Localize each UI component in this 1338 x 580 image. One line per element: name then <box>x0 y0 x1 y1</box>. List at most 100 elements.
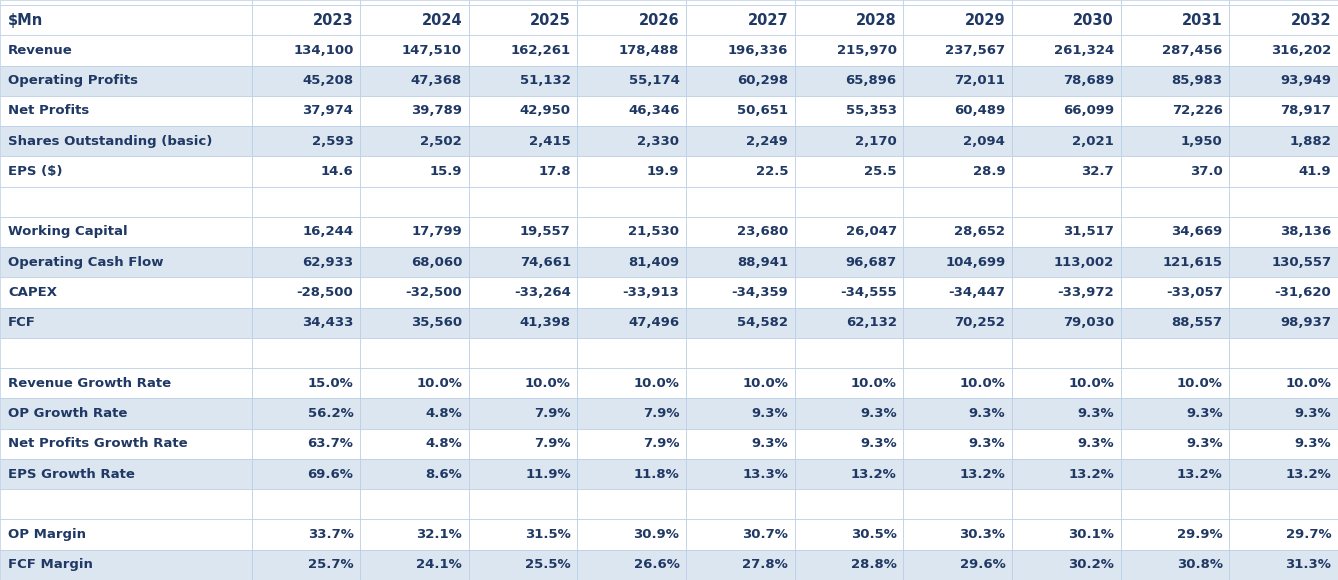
Bar <box>360 550 468 580</box>
Text: 55,353: 55,353 <box>846 104 896 117</box>
Bar <box>1230 0 1338 5</box>
Bar <box>252 5 360 35</box>
Bar <box>903 217 1012 247</box>
Text: 96,687: 96,687 <box>846 256 896 269</box>
Text: 13.2%: 13.2% <box>1286 467 1331 481</box>
Text: 7.9%: 7.9% <box>644 437 680 450</box>
Text: 54,582: 54,582 <box>737 316 788 329</box>
Bar <box>1012 126 1121 157</box>
Bar <box>1230 277 1338 307</box>
Bar <box>795 0 903 5</box>
Text: 79,030: 79,030 <box>1062 316 1115 329</box>
Text: -34,447: -34,447 <box>949 286 1005 299</box>
Bar <box>252 96 360 126</box>
Bar <box>252 0 360 5</box>
Bar <box>0 459 252 489</box>
Text: 16,244: 16,244 <box>302 226 353 238</box>
Text: 9.3%: 9.3% <box>1185 437 1223 450</box>
Bar <box>686 398 795 429</box>
Bar <box>795 277 903 307</box>
Text: 13.2%: 13.2% <box>1177 467 1223 481</box>
Text: 2032: 2032 <box>1291 13 1331 28</box>
Text: Net Profits: Net Profits <box>8 104 90 117</box>
Bar <box>1012 489 1121 520</box>
Bar <box>1121 187 1230 217</box>
Bar <box>468 35 578 66</box>
Text: 62,933: 62,933 <box>302 256 353 269</box>
Bar <box>1121 307 1230 338</box>
Bar <box>1121 368 1230 398</box>
Bar <box>468 277 578 307</box>
Bar <box>360 0 468 5</box>
Text: 78,917: 78,917 <box>1280 104 1331 117</box>
Bar <box>0 157 252 187</box>
Text: 2028: 2028 <box>856 13 896 28</box>
Bar <box>1121 429 1230 459</box>
Bar <box>1121 96 1230 126</box>
Bar <box>468 398 578 429</box>
Text: 25.5: 25.5 <box>864 165 896 178</box>
Bar <box>360 217 468 247</box>
Bar <box>686 157 795 187</box>
Text: 32.7: 32.7 <box>1081 165 1115 178</box>
Bar <box>1121 35 1230 66</box>
Bar <box>252 429 360 459</box>
Bar <box>0 368 252 398</box>
Bar <box>686 5 795 35</box>
Bar <box>903 5 1012 35</box>
Bar <box>0 489 252 520</box>
Text: 28.8%: 28.8% <box>851 559 896 571</box>
Text: 10.0%: 10.0% <box>743 377 788 390</box>
Text: 17.8: 17.8 <box>538 165 571 178</box>
Bar <box>1230 66 1338 96</box>
Text: 14.6: 14.6 <box>321 165 353 178</box>
Text: -33,264: -33,264 <box>514 286 571 299</box>
Text: 2031: 2031 <box>1181 13 1223 28</box>
Bar <box>360 187 468 217</box>
Bar <box>686 247 795 277</box>
Text: 2,021: 2,021 <box>1072 135 1115 148</box>
Bar <box>252 338 360 368</box>
Bar <box>0 247 252 277</box>
Bar <box>686 35 795 66</box>
Text: 81,409: 81,409 <box>629 256 680 269</box>
Bar <box>686 368 795 398</box>
Bar <box>578 217 686 247</box>
Text: 25.5%: 25.5% <box>526 559 571 571</box>
Text: 30.5%: 30.5% <box>851 528 896 541</box>
Text: 11.9%: 11.9% <box>526 467 571 481</box>
Text: 51,132: 51,132 <box>520 74 571 87</box>
Text: 74,661: 74,661 <box>519 256 571 269</box>
Bar <box>1230 520 1338 550</box>
Bar <box>0 0 252 5</box>
Bar <box>1230 187 1338 217</box>
Text: 85,983: 85,983 <box>1172 74 1223 87</box>
Text: 13.2%: 13.2% <box>959 467 1005 481</box>
Bar <box>468 429 578 459</box>
Text: Net Profits Growth Rate: Net Profits Growth Rate <box>8 437 187 450</box>
Text: 66,099: 66,099 <box>1062 104 1115 117</box>
Text: 65,896: 65,896 <box>846 74 896 87</box>
Text: 2026: 2026 <box>638 13 680 28</box>
Bar <box>795 126 903 157</box>
Text: -33,913: -33,913 <box>622 286 680 299</box>
Text: 63.7%: 63.7% <box>308 437 353 450</box>
Bar <box>360 96 468 126</box>
Bar <box>1012 520 1121 550</box>
Text: 69.6%: 69.6% <box>308 467 353 481</box>
Text: 27.8%: 27.8% <box>743 559 788 571</box>
Bar <box>795 429 903 459</box>
Bar <box>468 66 578 96</box>
Text: 17,799: 17,799 <box>411 226 462 238</box>
Bar <box>903 520 1012 550</box>
Bar <box>795 187 903 217</box>
Text: 41,398: 41,398 <box>519 316 571 329</box>
Bar <box>578 520 686 550</box>
Bar <box>1230 429 1338 459</box>
Text: 34,669: 34,669 <box>1171 226 1223 238</box>
Bar <box>360 489 468 520</box>
Text: 10.0%: 10.0% <box>1068 377 1115 390</box>
Bar <box>795 520 903 550</box>
Bar <box>686 96 795 126</box>
Bar <box>360 338 468 368</box>
